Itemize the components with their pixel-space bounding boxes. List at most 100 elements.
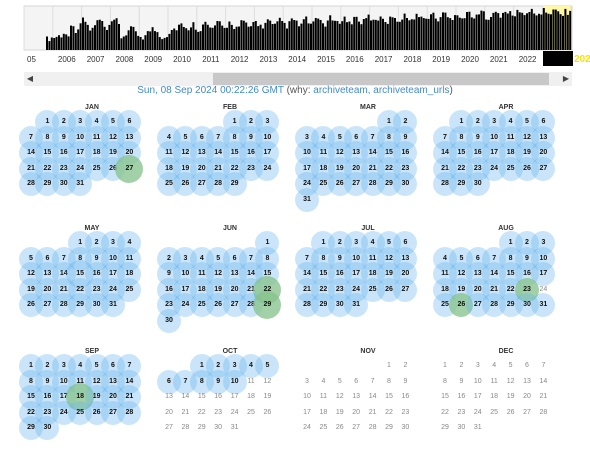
day-jul-6[interactable]: 6 — [403, 239, 408, 246]
day-mar-9[interactable]: 9 — [403, 133, 408, 141]
day-feb-11[interactable]: 11 — [165, 149, 173, 157]
year-label[interactable]: 2020 — [461, 55, 479, 64]
capture-bar[interactable] — [98, 19, 101, 50]
scroll-right-icon[interactable]: ▶ — [562, 74, 570, 83]
day-mar-12[interactable]: 12 — [335, 149, 344, 157]
day-jul-22[interactable]: 22 — [319, 285, 328, 293]
capture-bar[interactable] — [329, 15, 332, 51]
day-sep-14[interactable]: 14 — [125, 377, 134, 385]
day-sep-21[interactable]: 21 — [125, 393, 134, 401]
day-feb-13[interactable]: 13 — [197, 149, 206, 157]
capture-bar[interactable] — [499, 17, 502, 50]
day-feb-3[interactable]: 3 — [265, 118, 270, 125]
capture-bar[interactable] — [430, 14, 432, 51]
day-aug-11[interactable]: 11 — [441, 270, 449, 278]
capture-bar[interactable] — [442, 12, 444, 50]
day-jul-7[interactable]: 7 — [305, 254, 309, 262]
capture-bar[interactable] — [264, 22, 267, 50]
day-apr-19[interactable]: 19 — [523, 149, 531, 157]
day-oct-9[interactable]: 9 — [216, 377, 221, 385]
capture-bar[interactable] — [322, 23, 324, 50]
day-may-4[interactable]: 4 — [127, 239, 132, 246]
day-feb-9[interactable]: 9 — [249, 133, 253, 141]
day-jan-27[interactable]: 27 — [125, 164, 134, 172]
day-jun-6[interactable]: 6 — [232, 254, 237, 262]
day-jul-1[interactable]: 1 — [321, 239, 326, 246]
capture-bar[interactable] — [216, 21, 219, 50]
day-apr-3[interactable]: 3 — [492, 118, 497, 125]
capture-bar[interactable] — [427, 18, 430, 50]
day-jun-10[interactable]: 10 — [181, 270, 190, 278]
day-sep-17[interactable]: 17 — [59, 393, 68, 401]
capture-bar[interactable] — [478, 14, 480, 50]
day-mar-30[interactable]: 30 — [401, 180, 410, 188]
capture-bar[interactable] — [542, 8, 545, 50]
day-oct-2[interactable]: 2 — [216, 362, 221, 369]
day-aug-1[interactable]: 1 — [508, 239, 513, 246]
day-jun-25[interactable]: 25 — [197, 301, 206, 309]
day-aug-27[interactable]: 27 — [473, 301, 482, 309]
capture-bar[interactable] — [290, 18, 293, 50]
day-may-23[interactable]: 23 — [92, 285, 101, 293]
day-feb-20[interactable]: 20 — [197, 164, 206, 172]
day-may-6[interactable]: 6 — [45, 254, 50, 262]
day-may-16[interactable]: 16 — [92, 270, 101, 278]
day-sep-19[interactable]: 19 — [92, 393, 101, 401]
day-may-11[interactable]: 11 — [125, 254, 134, 262]
day-aug-5[interactable]: 5 — [459, 254, 464, 262]
day-sep-18[interactable]: 18 — [76, 393, 85, 401]
capture-bar[interactable] — [240, 20, 243, 50]
day-may-9[interactable]: 9 — [94, 254, 99, 262]
capture-bar[interactable] — [113, 19, 116, 50]
capture-bar[interactable] — [401, 19, 404, 50]
day-apr-2[interactable]: 2 — [475, 118, 480, 125]
year-label[interactable]: 2011 — [202, 55, 220, 64]
day-jul-8[interactable]: 8 — [321, 254, 326, 262]
capture-bar[interactable] — [266, 19, 269, 50]
day-apr-27[interactable]: 27 — [539, 164, 548, 172]
day-jan-31[interactable]: 31 — [76, 180, 85, 188]
capture-bar[interactable] — [403, 13, 406, 51]
day-feb-6[interactable]: 6 — [199, 133, 204, 141]
day-jul-14[interactable]: 14 — [303, 270, 311, 278]
day-jul-29[interactable]: 29 — [319, 301, 328, 309]
capture-bar[interactable] — [516, 9, 519, 50]
day-sep-11[interactable]: 11 — [76, 377, 84, 385]
capture-bar[interactable] — [53, 38, 56, 50]
capture-bar[interactable] — [74, 33, 77, 50]
day-jan-29[interactable]: 29 — [43, 180, 52, 188]
day-aug-25[interactable]: 25 — [441, 301, 449, 309]
day-jun-26[interactable]: 26 — [214, 301, 223, 309]
day-sep-4[interactable]: 4 — [78, 362, 83, 369]
capture-bar[interactable] — [197, 31, 200, 50]
capture-bar[interactable] — [288, 21, 291, 50]
capture-bar[interactable] — [228, 21, 231, 51]
day-mar-4[interactable]: 4 — [321, 133, 326, 141]
day-feb-2[interactable]: 2 — [249, 118, 253, 125]
day-feb-16[interactable]: 16 — [247, 149, 255, 157]
day-apr-14[interactable]: 14 — [441, 149, 449, 157]
day-mar-21[interactable]: 21 — [368, 164, 377, 172]
capture-bar[interactable] — [154, 31, 156, 50]
day-jan-5[interactable]: 5 — [111, 118, 115, 125]
day-oct-1[interactable]: 1 — [199, 362, 204, 369]
capture-bar[interactable] — [341, 21, 344, 50]
capture-bar[interactable] — [530, 8, 533, 50]
day-jan-19[interactable]: 19 — [109, 149, 117, 157]
day-apr-26[interactable]: 26 — [523, 164, 531, 172]
capture-bar[interactable] — [458, 17, 461, 50]
capture-bar[interactable] — [151, 27, 154, 50]
day-jun-16[interactable]: 16 — [165, 285, 173, 293]
capture-bar[interactable] — [132, 26, 135, 50]
day-jun-9[interactable]: 9 — [167, 270, 171, 278]
capture-bar[interactable] — [456, 15, 459, 51]
capture-bar[interactable] — [538, 13, 540, 51]
capture-bar[interactable] — [67, 36, 70, 50]
day-sep-23[interactable]: 23 — [43, 408, 52, 416]
day-jul-5[interactable]: 5 — [387, 239, 391, 246]
capture-bar[interactable] — [91, 27, 94, 50]
day-jul-4[interactable]: 4 — [370, 239, 375, 246]
day-jan-9[interactable]: 9 — [61, 133, 66, 141]
year-label[interactable]: 2021 — [490, 55, 508, 64]
capture-bar[interactable] — [521, 12, 524, 51]
